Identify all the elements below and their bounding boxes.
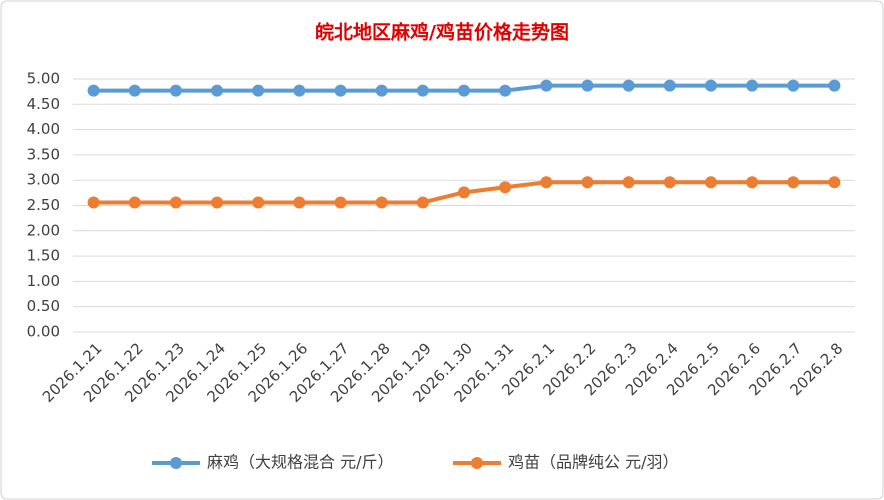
data-point (828, 176, 841, 189)
data-point (746, 176, 759, 189)
data-point (334, 196, 347, 209)
data-point (828, 79, 841, 92)
y-tick-label: 0.00 (27, 323, 60, 341)
chart-title: 皖北地区麻鸡/鸡苗价格走势图 (315, 21, 569, 44)
legend-marker (170, 457, 182, 469)
data-point (211, 84, 224, 97)
data-point (87, 84, 100, 97)
data-point (540, 176, 553, 189)
data-point (581, 79, 594, 92)
data-point (293, 196, 306, 209)
data-point (499, 181, 512, 194)
y-tick-label: 2.50 (27, 196, 60, 214)
data-point (663, 79, 676, 92)
data-point (746, 79, 759, 92)
data-point (128, 196, 141, 209)
data-point (622, 79, 635, 92)
data-point (87, 196, 100, 209)
data-point (581, 176, 594, 189)
y-tick-label: 1.00 (27, 272, 60, 290)
data-point (416, 84, 429, 97)
y-tick-label: 1.50 (27, 247, 60, 265)
data-point (622, 176, 635, 189)
data-point (169, 196, 182, 209)
legend-label: 鸡苗（品牌纯公 元/羽） (508, 453, 678, 472)
data-point (458, 186, 470, 199)
data-point (334, 84, 347, 97)
data-point (375, 196, 388, 209)
data-point (416, 196, 429, 209)
y-tick-label: 3.50 (27, 145, 60, 163)
data-point (663, 176, 676, 189)
data-point (211, 196, 224, 209)
legend-label: 麻鸡（大规格混合 元/斤） (207, 453, 393, 472)
data-point (128, 84, 141, 97)
y-tick-label: 0.50 (27, 297, 60, 315)
data-point (375, 84, 388, 97)
data-point (704, 79, 717, 92)
y-tick-label: 5.00 (27, 70, 60, 88)
y-tick-label: 4.50 (27, 95, 60, 113)
data-point (252, 84, 265, 97)
data-point (499, 84, 512, 97)
data-point (169, 84, 182, 97)
data-point (787, 176, 800, 189)
data-point (458, 84, 470, 97)
y-tick-label: 3.00 (27, 171, 60, 189)
data-point (787, 79, 800, 92)
data-point (252, 196, 265, 209)
data-point (293, 84, 306, 97)
data-point (704, 176, 717, 189)
y-tick-label: 4.00 (27, 120, 60, 138)
data-point (540, 79, 553, 92)
legend-marker (471, 457, 483, 469)
y-tick-label: 2.00 (27, 221, 60, 239)
